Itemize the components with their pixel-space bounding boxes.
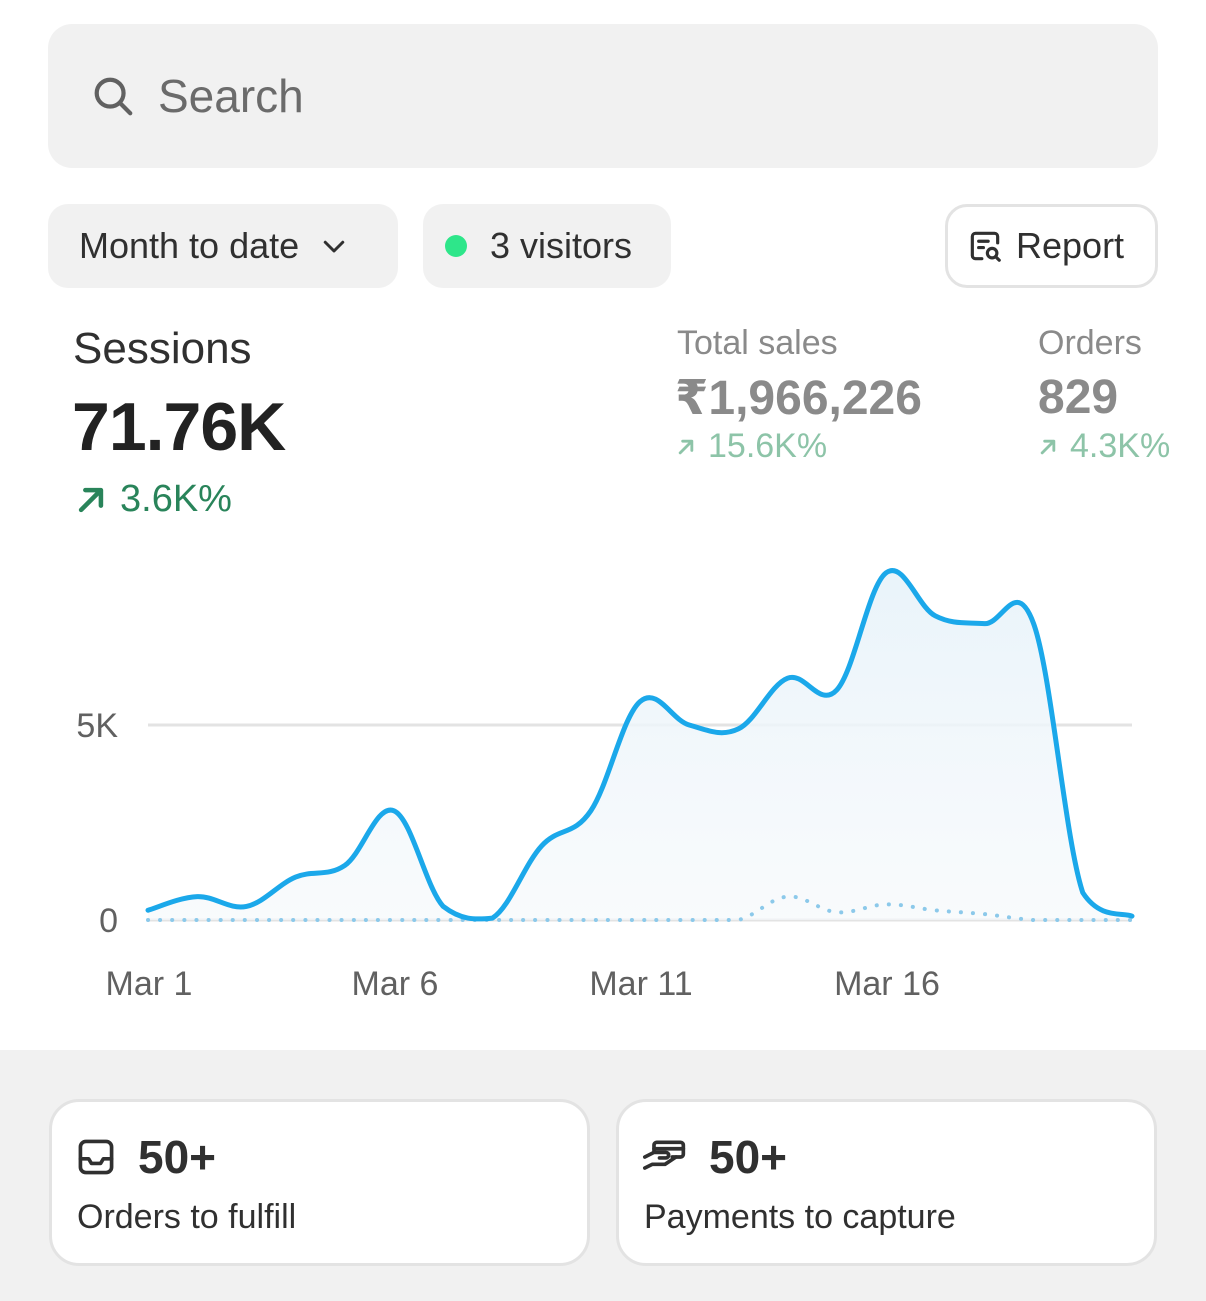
payments-to-capture-label: Payments to capture	[644, 1198, 956, 1236]
total-sales-value: ₹1,966,226	[675, 372, 922, 425]
chevron-down-icon	[323, 240, 345, 253]
orders-value: 829	[1038, 371, 1119, 424]
total-sales-change: 15.6K%	[708, 427, 828, 465]
orders-label[interactable]: Orders	[1038, 324, 1142, 362]
y-tick-label: 5K	[76, 707, 118, 745]
arrow-up-right-icon	[678, 439, 694, 454]
live-visitors-chip[interactable]: 3 visitors	[423, 204, 671, 288]
date-range-label: Month to date	[79, 225, 300, 266]
y-tick-label: 0	[99, 902, 118, 940]
payments-to-capture-card[interactable]: 50+ Payments to capture	[616, 1099, 1157, 1266]
x-tick-label: Mar 6	[352, 965, 439, 1003]
orders-trend: 4.3K%	[1038, 427, 1170, 466]
search-icon	[94, 77, 133, 116]
total-sales-label[interactable]: Total sales	[677, 324, 838, 362]
visitors-label: 3 visitors	[490, 225, 633, 266]
arrow-up-right-icon	[1040, 439, 1056, 454]
live-dot-icon	[445, 235, 467, 257]
orders-to-fulfill-label: Orders to fulfill	[77, 1198, 297, 1236]
date-range-dropdown[interactable]: Month to date	[48, 204, 398, 288]
sessions-line	[145, 568, 1135, 922]
x-tick-label: Mar 11	[589, 965, 692, 1003]
sessions-label[interactable]: Sessions	[73, 324, 252, 373]
sessions-chart[interactable]: 0 5K Mar 1 Mar 6 Mar 11 Mar 16	[0, 540, 1206, 1020]
orders-to-fulfill-count: 50+	[138, 1131, 217, 1183]
orders-to-fulfill-card[interactable]: 50+ Orders to fulfill	[49, 1099, 590, 1266]
arrow-up-right-icon	[78, 487, 104, 512]
x-tick-label: Mar 16	[834, 965, 940, 1003]
search-bar[interactable]	[48, 24, 1158, 168]
inbox-icon	[78, 1139, 114, 1175]
sessions-area	[148, 570, 1132, 920]
total-sales-trend: 15.6K%	[676, 427, 827, 466]
x-tick-label: Mar 1	[106, 965, 193, 1003]
payments-to-capture-count: 50+	[709, 1131, 788, 1183]
sessions-trend: 3.6K%	[74, 478, 232, 521]
orders-change: 4.3K%	[1070, 427, 1171, 465]
hand-payment-icon	[642, 1140, 686, 1170]
search-input[interactable]	[158, 69, 1058, 123]
report-button[interactable]: Report	[945, 204, 1158, 288]
sessions-change: 3.6K%	[120, 478, 232, 520]
report-icon	[970, 231, 1001, 262]
report-label: Report	[1016, 225, 1125, 266]
sessions-value: 71.76K	[72, 389, 286, 465]
